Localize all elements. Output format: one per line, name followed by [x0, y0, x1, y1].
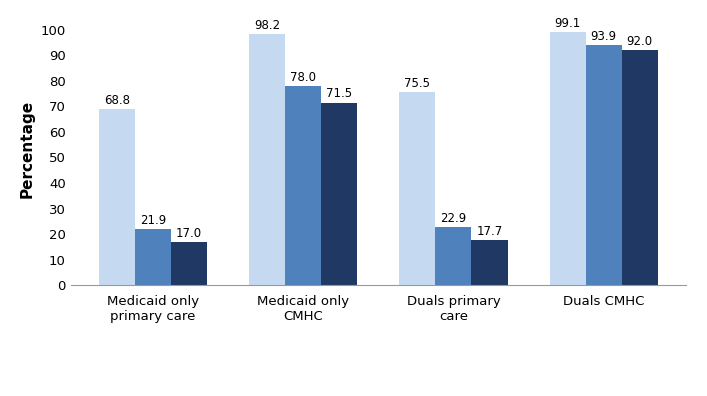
Text: 99.1: 99.1 — [554, 17, 580, 30]
Bar — [621, 50, 658, 285]
Text: 93.9: 93.9 — [590, 30, 617, 43]
Text: 22.9: 22.9 — [440, 211, 467, 225]
Bar — [436, 227, 472, 285]
Y-axis label: Percentage: Percentage — [20, 99, 35, 198]
Bar — [171, 242, 207, 285]
Bar — [321, 103, 357, 285]
Text: 71.5: 71.5 — [326, 88, 352, 101]
Bar — [99, 109, 135, 285]
Bar — [135, 229, 171, 285]
Text: 92.0: 92.0 — [626, 35, 653, 48]
Bar — [472, 240, 508, 285]
Bar — [399, 92, 436, 285]
Text: 68.8: 68.8 — [104, 94, 129, 107]
Bar — [549, 32, 585, 285]
Text: 78.0: 78.0 — [290, 71, 316, 84]
Text: 21.9: 21.9 — [140, 214, 166, 227]
Bar — [249, 34, 285, 285]
Bar — [285, 86, 321, 285]
Text: 75.5: 75.5 — [404, 77, 431, 90]
Text: 17.7: 17.7 — [477, 225, 503, 238]
Bar — [585, 45, 621, 285]
Text: 17.0: 17.0 — [176, 227, 202, 240]
Text: 98.2: 98.2 — [254, 19, 280, 32]
